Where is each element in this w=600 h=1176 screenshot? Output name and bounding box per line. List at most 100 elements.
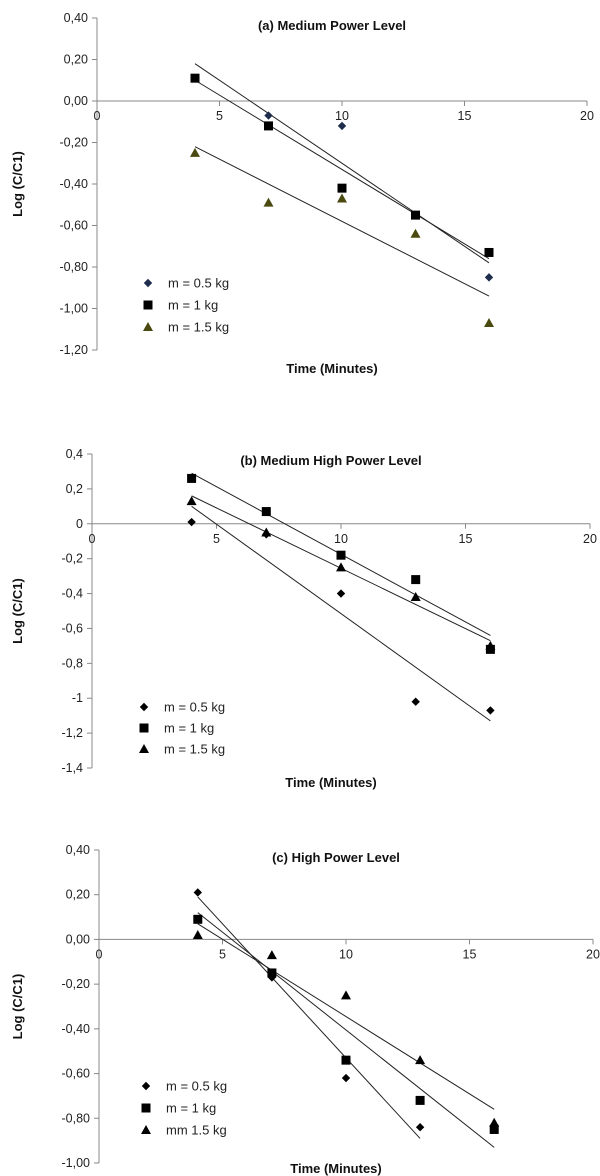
y-tick-label: -0,20 (60, 136, 89, 150)
data-point (192, 929, 203, 939)
y-tick-label: -0,4 (61, 587, 83, 601)
data-point (190, 147, 200, 157)
legend-entry: m = 0.5 kg (168, 276, 229, 291)
data-point (341, 1055, 351, 1065)
data-point (193, 888, 202, 897)
chart-title: (a) Medium Power Level (258, 18, 406, 33)
data-point (410, 228, 421, 238)
x-axis-label: Time (Minutes) (286, 361, 378, 376)
trend-line (194, 63, 490, 264)
legend-marker (139, 744, 149, 753)
y-tick-label: 0,2 (66, 482, 83, 496)
legend-marker (141, 1103, 151, 1113)
y-tick-label: 0 (76, 517, 83, 531)
y-tick-label: -0,60 (62, 1067, 91, 1081)
legend-entry: m = 0.5 kg (164, 700, 225, 715)
x-tick-label: 0 (89, 532, 96, 546)
legend-entry: m = 1 kg (166, 1101, 216, 1116)
data-point (489, 1124, 499, 1134)
trend-line (197, 896, 421, 1139)
chart-medium-high-power: 0,4 0,2 0 -0,2 -0,4 -0,6 -0,8 -1 -1,2 -1,4 0 5 10 15 2… (10, 447, 597, 790)
data-point (337, 121, 347, 131)
data-point (485, 640, 496, 650)
x-tick-label: 20 (580, 109, 594, 123)
data-point (411, 697, 420, 706)
y-tick-label: 0,40 (64, 11, 88, 25)
data-point (410, 592, 421, 602)
data-point (264, 121, 273, 131)
y-tick-label: -1,00 (60, 302, 89, 316)
x-tick-label: 5 (213, 532, 220, 546)
data-point (415, 1055, 426, 1065)
x-tick-label: 15 (458, 109, 472, 123)
data-point (411, 575, 421, 585)
y-axis-label: Log (C/C1) (10, 974, 25, 1040)
x-tick-label: 10 (335, 109, 349, 123)
y-tick-label: -0,8 (61, 656, 83, 670)
data-point (484, 247, 494, 257)
data-point (341, 990, 351, 1000)
legend-entry: m = 1 kg (168, 298, 218, 313)
legend-marker (139, 723, 149, 733)
data-point (266, 950, 277, 960)
y-tick-label: 0,40 (66, 843, 90, 857)
data-point (187, 517, 196, 527)
x-tick-label: 15 (459, 532, 473, 546)
x-axis-label: Time (Minutes) (290, 1161, 382, 1176)
data-point (263, 197, 274, 207)
data-point (193, 914, 203, 924)
trend-line (197, 923, 495, 1110)
x-tick-label: 20 (586, 947, 600, 961)
y-tick-label: 0,20 (66, 888, 90, 902)
chart-medium-power: 0,40 0,20 0,00 -0,20 -0,40 -0,60 -0,80 -1,00 -1,… (10, 11, 594, 376)
data-point (411, 210, 420, 220)
y-tick-label: -0,40 (62, 1022, 91, 1036)
legend-entry: mm 1.5 kg (166, 1123, 227, 1138)
data-point (337, 183, 347, 193)
x-tick-label: 5 (216, 109, 223, 123)
data-point (264, 111, 273, 120)
x-tick-label: 5 (219, 947, 226, 961)
y-tick-label: -0,80 (60, 260, 89, 274)
y-tick-label: -0,2 (61, 552, 83, 566)
y-tick-label: -0,20 (62, 977, 91, 991)
data-point (186, 496, 197, 506)
data-point (415, 1095, 425, 1105)
data-point (261, 507, 271, 517)
y-tick-label: 0,20 (64, 53, 88, 67)
trend-line (197, 912, 495, 1148)
y-tick-label: -0,40 (60, 177, 89, 191)
y-axis-label: Log (C/C1) (10, 578, 25, 644)
legend-marker (143, 300, 153, 310)
data-point (187, 473, 197, 483)
y-tick-label: -1,00 (62, 1156, 91, 1170)
data-point (486, 706, 495, 715)
legend-entry: m = 1 kg (164, 721, 214, 736)
data-point (484, 318, 494, 328)
data-point (261, 527, 272, 537)
x-axis-label: Time (Minutes) (285, 775, 377, 790)
y-tick-label: -0,60 (60, 219, 89, 233)
trend-line (194, 79, 490, 260)
x-tick-label: 0 (94, 109, 101, 123)
legend-marker (141, 1081, 151, 1091)
legend-entry: m = 0.5 kg (166, 1079, 227, 1094)
y-tick-label: 0,00 (64, 94, 88, 108)
data-point (336, 550, 346, 560)
x-tick-label: 15 (463, 947, 477, 961)
data-point (484, 273, 494, 282)
x-tick-label: 10 (339, 947, 353, 961)
data-point (336, 589, 346, 598)
y-tick-label: -1,4 (61, 761, 83, 775)
data-point (337, 193, 347, 203)
y-tick-label: -0,6 (61, 621, 83, 635)
y-tick-label: -1,2 (61, 726, 83, 740)
y-tick-label: 0,00 (66, 932, 90, 946)
x-tick-label: 20 (583, 532, 597, 546)
chart-high-power: 0,40 0,20 0,00 -0,20 -0,40 -0,60 -0,80 -1,00 0 5 1… (10, 843, 600, 1176)
trend-line (194, 146, 490, 297)
legend-marker (143, 322, 153, 331)
y-tick-label: -1,20 (60, 343, 89, 357)
y-tick-label: -1 (72, 691, 83, 705)
data-point (336, 562, 346, 572)
